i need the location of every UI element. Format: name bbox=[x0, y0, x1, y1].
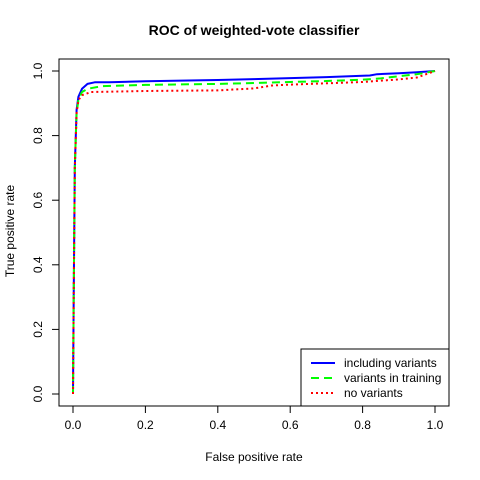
legend-label: no variants bbox=[344, 386, 403, 400]
series-layer bbox=[72, 70, 436, 395]
y-tick-label: 1.0 bbox=[31, 62, 45, 79]
y-tick-label: 0.0 bbox=[31, 385, 45, 402]
x-tick-label: 0.6 bbox=[282, 418, 299, 432]
y-tick-label: 0.4 bbox=[31, 256, 45, 273]
y-tick-label: 0.6 bbox=[31, 192, 45, 209]
x-tick-label: 0.8 bbox=[354, 418, 371, 432]
x-tick-label: 0.0 bbox=[65, 418, 82, 432]
legend-label: including variants bbox=[344, 356, 437, 370]
y-axis: 0.0 0.2 0.4 0.6 0.8 1.0 bbox=[31, 62, 60, 402]
x-tick-label: 1.0 bbox=[427, 418, 444, 432]
y-axis-label: True positive rate bbox=[3, 185, 17, 278]
x-tick-label: 0.2 bbox=[137, 418, 154, 432]
series-line-no-variants bbox=[72, 70, 436, 395]
chart-title: ROC of weighted-vote classifier bbox=[149, 22, 360, 38]
y-tick-label: 0.8 bbox=[31, 127, 45, 144]
y-tick-label: 0.2 bbox=[31, 321, 45, 338]
legend-label: variants in training bbox=[344, 371, 441, 385]
x-tick-label: 0.4 bbox=[209, 418, 226, 432]
series-line-variants-in-training bbox=[72, 70, 436, 395]
x-axis-label: False positive rate bbox=[205, 450, 303, 464]
